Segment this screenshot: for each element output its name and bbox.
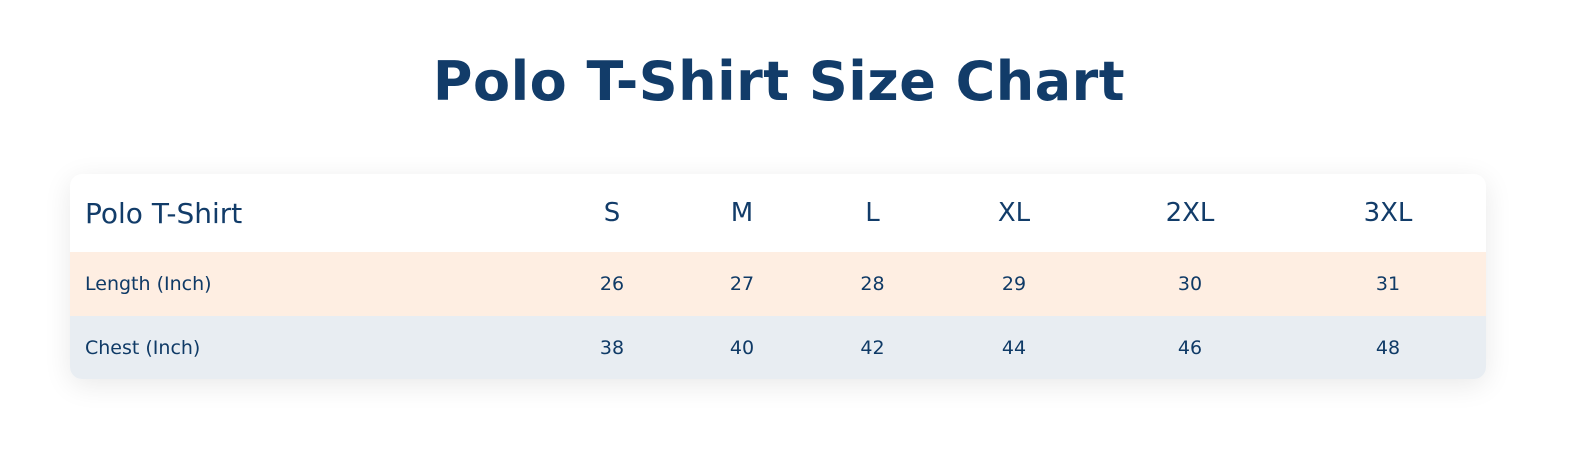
table-cell: 42	[807, 316, 938, 379]
header-row: Polo T-Shirt S M L XL 2XL 3XL	[70, 174, 1486, 252]
header-size-s: S	[603, 198, 621, 228]
row-label: Length (Inch)	[70, 252, 547, 316]
table-cell: 38	[547, 316, 677, 379]
table-cell: 31	[1290, 252, 1486, 316]
table-row-length: Length (Inch) 26 27 28 29 30 31	[70, 252, 1486, 316]
table-cell: 44	[938, 316, 1090, 379]
table-cell: 26	[547, 252, 677, 316]
table-cell: 27	[677, 252, 807, 316]
header-size-xl: XL	[997, 198, 1031, 228]
header-size-3xl: 3XL	[1363, 198, 1413, 228]
size-table: Polo T-Shirt S M L XL 2XL 3XL Length (In…	[70, 174, 1486, 379]
table-cell: 48	[1290, 316, 1486, 379]
table-cell: 29	[938, 252, 1090, 316]
table-cell: 46	[1090, 316, 1290, 379]
header-size-2xl: 2XL	[1165, 198, 1215, 228]
header-size-l: L	[865, 198, 880, 228]
page-title: Polo T-Shirt Size Chart	[432, 50, 1126, 113]
table-cell: 30	[1090, 252, 1290, 316]
table-cell: 40	[677, 316, 807, 379]
row-label: Chest (Inch)	[70, 316, 547, 379]
table-row-chest: Chest (Inch) 38 40 42 44 46 48	[70, 316, 1486, 379]
table-cell: 28	[807, 252, 938, 316]
header-product: Polo T-Shirt	[85, 196, 243, 230]
header-size-m: M	[730, 198, 754, 228]
size-chart-card: Polo T-Shirt S M L XL 2XL 3XL Length (In…	[70, 174, 1486, 379]
